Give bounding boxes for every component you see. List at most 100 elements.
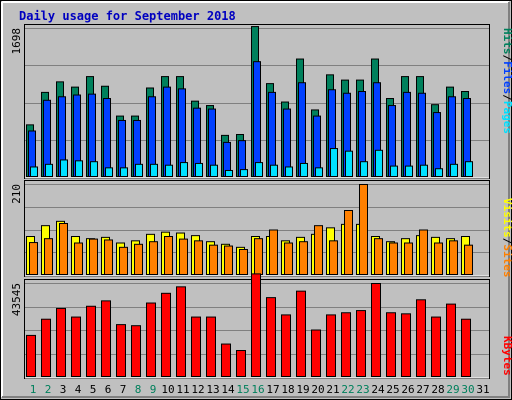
bar-pages-day-12 bbox=[195, 162, 203, 177]
x-label-day-29: 29 bbox=[446, 383, 459, 396]
x-label-day-20: 20 bbox=[311, 383, 324, 396]
bar-pages-day-24 bbox=[375, 149, 383, 177]
x-label-day-30: 30 bbox=[461, 383, 474, 396]
bar-pages-day-26 bbox=[405, 165, 413, 178]
bar-kbytes-day-14 bbox=[221, 343, 231, 378]
bar-sites-day-29 bbox=[449, 240, 458, 275]
bar-sites-day-26 bbox=[404, 242, 413, 275]
bar-kbytes-day-13 bbox=[206, 316, 216, 378]
bar-sites-day-21 bbox=[329, 240, 338, 275]
bar-files-day-16 bbox=[253, 61, 261, 178]
bar-sites-day-9 bbox=[149, 241, 158, 275]
bar-sites-day-22 bbox=[344, 210, 353, 275]
bar-pages-day-28 bbox=[435, 168, 443, 178]
bar-kbytes-day-28 bbox=[431, 316, 441, 378]
bar-sites-day-11 bbox=[179, 238, 188, 276]
bar-pages-day-15 bbox=[240, 169, 248, 178]
x-label-day-2: 2 bbox=[45, 383, 52, 396]
legend-visits: Visits bbox=[501, 198, 512, 238]
x-label-day-13: 13 bbox=[206, 383, 219, 396]
bar-pages-day-1 bbox=[30, 166, 38, 178]
bar-sites-day-13 bbox=[209, 244, 218, 276]
bar-kbytes-day-1 bbox=[26, 334, 36, 377]
bar-pages-day-8 bbox=[135, 163, 143, 178]
bar-kbytes-day-30 bbox=[461, 318, 471, 377]
legend-top: Hits/Files/Pages bbox=[501, 28, 512, 134]
x-label-day-25: 25 bbox=[386, 383, 399, 396]
bar-pages-day-30 bbox=[465, 161, 473, 177]
legend-sites: Sites bbox=[501, 244, 512, 277]
bar-sites-day-16 bbox=[254, 238, 263, 276]
bottom-max-label: 43545 bbox=[10, 283, 23, 316]
bar-sites-day-4 bbox=[74, 242, 83, 275]
bar-pages-day-14 bbox=[225, 169, 233, 178]
middle-max-label: 210 bbox=[10, 184, 23, 204]
bar-pages-day-9 bbox=[150, 163, 158, 178]
legend-sep-2: / bbox=[501, 94, 512, 101]
bar-kbytes-day-7 bbox=[116, 324, 126, 377]
legend-kbytes: KBytes bbox=[501, 336, 512, 376]
bar-sites-day-17 bbox=[269, 229, 278, 275]
bar-sites-day-25 bbox=[389, 242, 398, 275]
x-label-day-23: 23 bbox=[356, 383, 369, 396]
bar-kbytes-day-18 bbox=[281, 314, 291, 378]
bar-pages-day-11 bbox=[180, 162, 188, 177]
x-label-day-4: 4 bbox=[75, 383, 82, 396]
bar-sites-day-30 bbox=[464, 244, 473, 276]
bar-kbytes-day-29 bbox=[446, 303, 456, 378]
bar-pages-day-21 bbox=[330, 148, 338, 178]
x-label-day-24: 24 bbox=[371, 383, 385, 396]
bar-sites-day-8 bbox=[134, 243, 143, 276]
x-label-day-27: 27 bbox=[416, 383, 429, 396]
x-label-day-10: 10 bbox=[161, 383, 174, 396]
bar-kbytes-day-25 bbox=[386, 312, 396, 378]
bar-sites-day-3 bbox=[59, 223, 68, 275]
bar-sites-day-6 bbox=[104, 239, 113, 275]
legend-pages: Pages bbox=[501, 101, 512, 134]
x-label-day-19: 19 bbox=[296, 383, 309, 396]
bar-kbytes-day-12 bbox=[191, 316, 201, 378]
bar-kbytes-day-22 bbox=[341, 312, 351, 378]
bar-kbytes-day-20 bbox=[311, 329, 321, 378]
x-label-day-15: 15 bbox=[236, 383, 249, 396]
bar-kbytes-day-15 bbox=[236, 350, 246, 377]
bar-pages-day-25 bbox=[390, 165, 398, 178]
bar-sites-day-24 bbox=[374, 238, 383, 276]
x-label-day-6: 6 bbox=[105, 383, 112, 396]
bar-kbytes-day-26 bbox=[401, 313, 411, 378]
bar-pages-day-27 bbox=[420, 164, 428, 178]
legend-middle: Visits/Sites bbox=[501, 198, 512, 278]
bar-files-day-19 bbox=[298, 82, 306, 177]
bar-pages-day-7 bbox=[120, 167, 128, 178]
x-label-day-17: 17 bbox=[266, 383, 279, 396]
bar-kbytes-day-10 bbox=[161, 292, 171, 377]
bar-pages-day-4 bbox=[75, 160, 83, 177]
bar-pages-day-16 bbox=[255, 162, 263, 177]
bar-files-day-18 bbox=[283, 108, 291, 177]
bar-sites-day-18 bbox=[284, 242, 293, 275]
bar-kbytes-day-4 bbox=[71, 316, 81, 378]
bar-sites-day-10 bbox=[164, 236, 173, 275]
x-label-day-21: 21 bbox=[326, 383, 339, 396]
legend-sep-3: / bbox=[501, 238, 512, 245]
x-label-day-1: 1 bbox=[30, 383, 37, 396]
bar-kbytes-day-23 bbox=[356, 310, 366, 377]
bar-files-day-6 bbox=[103, 98, 111, 177]
bar-kbytes-day-6 bbox=[101, 300, 111, 378]
bar-files-day-17 bbox=[268, 91, 276, 177]
bar-pages-day-13 bbox=[210, 164, 218, 178]
x-label-day-26: 26 bbox=[401, 383, 414, 396]
bars bbox=[26, 26, 473, 378]
bar-sites-day-12 bbox=[194, 240, 203, 275]
bar-files-day-28 bbox=[433, 112, 441, 177]
bar-kbytes-day-21 bbox=[326, 314, 336, 378]
x-label-day-18: 18 bbox=[281, 383, 294, 396]
bar-sites-day-28 bbox=[434, 242, 443, 275]
bar-sites-day-27 bbox=[419, 229, 428, 275]
bar-files-day-27 bbox=[418, 92, 426, 177]
x-label-day-5: 5 bbox=[90, 383, 97, 396]
x-label-day-12: 12 bbox=[191, 383, 204, 396]
bar-kbytes-day-5 bbox=[86, 305, 96, 377]
bar-sites-day-2 bbox=[44, 238, 53, 276]
